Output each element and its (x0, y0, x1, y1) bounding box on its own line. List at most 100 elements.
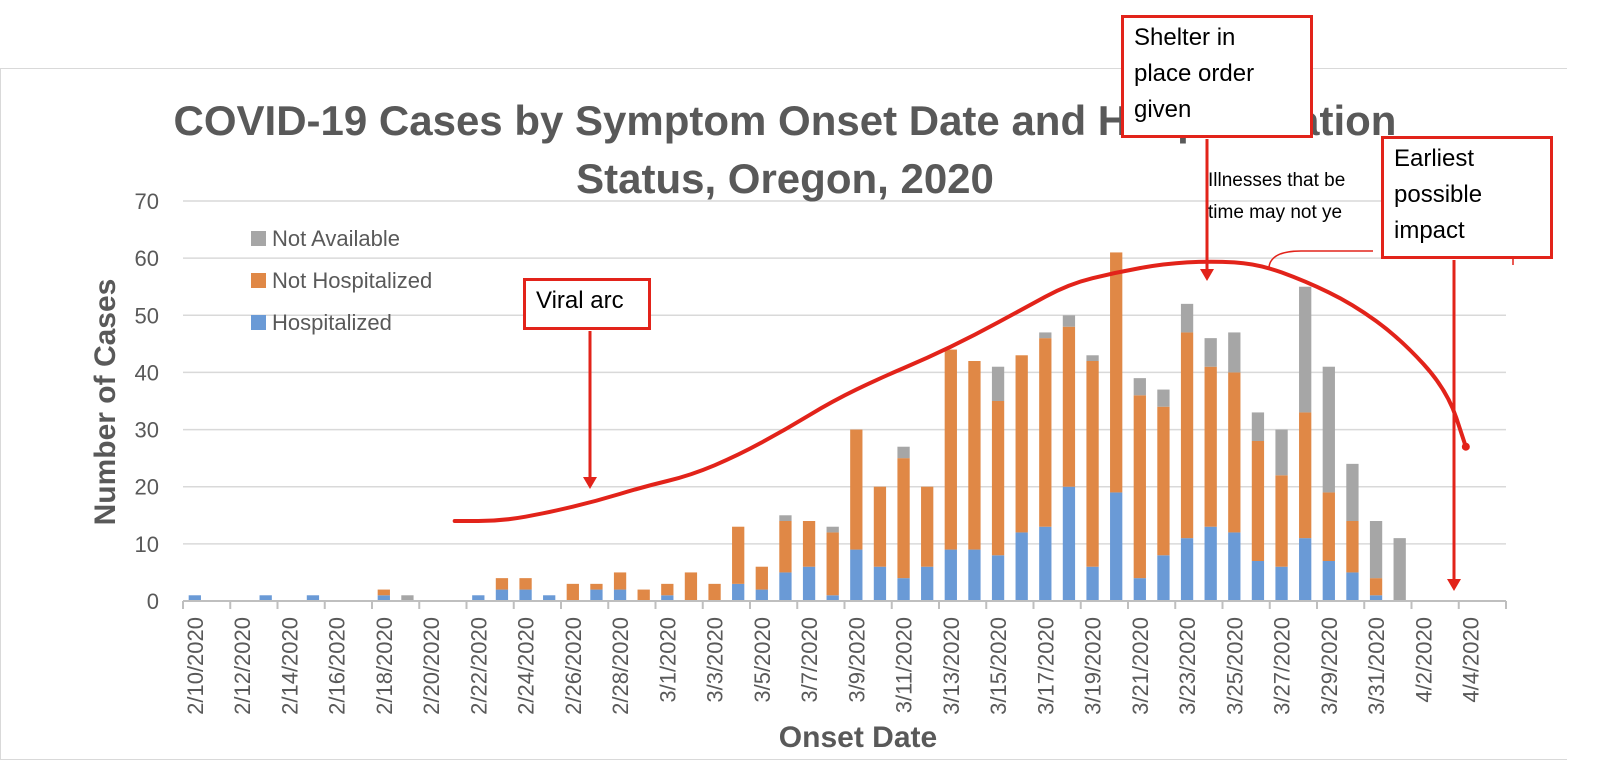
bar-hospitalized (590, 589, 603, 601)
y-axis-label: Number of Cases (89, 279, 122, 526)
bar-not-available (1369, 521, 1383, 579)
bar-hospitalized (944, 549, 957, 601)
bar-not-hospitalized (921, 486, 934, 567)
bar-not-hospitalized (1133, 395, 1146, 579)
bar-not-hospitalized (826, 532, 839, 596)
bar-not-available (1157, 389, 1170, 407)
bar-hospitalized (779, 572, 792, 601)
y-tick-label: 60 (135, 246, 159, 271)
bar-not-available (1299, 286, 1312, 413)
gridlines (183, 200, 1506, 545)
bar-not-hospitalized (1346, 521, 1359, 573)
bar-not-hospitalized (1369, 578, 1383, 596)
shelter-label-line-1: Shelter in (1134, 24, 1236, 51)
bar-not-available (991, 366, 1005, 401)
y-tick-label: 40 (135, 360, 159, 385)
bar-not-hospitalized (590, 583, 603, 590)
bar-hospitalized (1015, 532, 1028, 601)
bar-hospitalized (1180, 538, 1194, 601)
note-bracket (1268, 250, 1373, 268)
bar-not-available (897, 446, 910, 459)
x-tick-label: 3/15/2020 (986, 617, 1011, 715)
bar-hospitalized (897, 578, 910, 601)
y-tick-label: 30 (135, 418, 159, 443)
x-tick-label: 3/17/2020 (1033, 617, 1058, 715)
x-tick-label: 3/13/2020 (939, 617, 964, 715)
bar-not-hospitalized (897, 458, 910, 579)
x-tick-label: 2/16/2020 (325, 617, 350, 715)
y-tick-label: 50 (135, 303, 159, 328)
x-tick-label: 3/7/2020 (797, 617, 822, 703)
bar-hospitalized (1039, 526, 1052, 601)
bar-not-available (401, 595, 414, 601)
bar-not-available (1228, 332, 1241, 373)
bar-not-hospitalized (708, 583, 721, 601)
viral-arc-end-dot (1461, 442, 1470, 451)
x-tick-label: 2/22/2020 (466, 617, 491, 715)
x-axis-label: Onset Date (779, 721, 937, 754)
bar-hospitalized (613, 589, 627, 601)
bar-hospitalized (873, 566, 887, 601)
bar-hospitalized (755, 589, 768, 601)
bar-not-hospitalized (991, 401, 1005, 556)
axes (182, 600, 1507, 609)
y-tick-label: 10 (135, 532, 159, 557)
bar-hospitalized (1369, 595, 1383, 601)
legend-label-hospitalized: Hospitalized (272, 310, 392, 335)
x-tick-label: 3/3/2020 (703, 617, 728, 703)
bar-hospitalized (1322, 561, 1335, 601)
viral-arc-curve (452, 259, 1468, 523)
x-tick-label: 4/4/2020 (1459, 617, 1484, 703)
viral-arc-callout: Viral arc (523, 278, 651, 330)
bar-not-hospitalized (755, 566, 768, 590)
bar-not-hospitalized (1299, 412, 1312, 539)
bar-hospitalized (306, 595, 320, 601)
x-tick-label: 2/10/2020 (183, 617, 208, 715)
shelter-label-line-2: place order (1134, 60, 1255, 87)
viral-arc-arrow-head (583, 477, 597, 489)
bar-hospitalized (188, 595, 201, 601)
bar-not-hospitalized (1039, 338, 1052, 527)
bar-not-hospitalized (779, 521, 792, 573)
bar-not-hospitalized (1322, 492, 1335, 561)
bar-hospitalized (968, 549, 981, 601)
x-tick-label: 4/2/2020 (1411, 617, 1436, 703)
bar-hospitalized (826, 595, 839, 601)
legend-swatch-not-available (251, 231, 266, 246)
bar-not-hospitalized (377, 589, 390, 596)
bar-hospitalized (472, 595, 485, 601)
bar-hospitalized (850, 549, 863, 601)
bar-not-available (1062, 315, 1076, 327)
bar-not-hospitalized (873, 486, 887, 567)
bar-hospitalized (1299, 538, 1312, 601)
x-tick-label: 3/23/2020 (1175, 617, 1200, 715)
y-tick-label: 20 (135, 475, 159, 500)
chart-title-line-2: Status, Oregon, 2020 (576, 155, 994, 202)
illness-note-line-2: time may not ye (1208, 202, 1343, 223)
x-tick-label: 2/28/2020 (608, 617, 633, 715)
bar-hospitalized (1275, 566, 1288, 601)
bar-not-available (779, 515, 792, 521)
x-tick-label: 2/12/2020 (230, 617, 255, 715)
bar-hospitalized (1251, 561, 1265, 601)
bar-not-hospitalized (1062, 326, 1076, 487)
bar-not-hospitalized (1251, 441, 1265, 561)
earliest-label-line-2: possible (1394, 181, 1483, 208)
earliest-label-line-1: Earliest (1394, 145, 1475, 172)
x-tick-label: 3/25/2020 (1222, 617, 1247, 715)
shelter-callout: Shelter in place order given (1121, 15, 1313, 138)
bar-not-available (826, 526, 839, 533)
bar-hospitalized (661, 595, 674, 601)
bar-not-hospitalized (637, 589, 650, 601)
bar-hospitalized (1133, 578, 1146, 601)
bar-hospitalized (1228, 532, 1241, 601)
x-tick-label: 2/26/2020 (561, 617, 586, 715)
bar-hospitalized (543, 595, 556, 601)
bar-not-hospitalized (968, 361, 981, 550)
bar-hospitalized (1204, 526, 1217, 601)
earliest-impact-arrow-head (1447, 579, 1461, 591)
illness-note-line-1: Illnesses that be (1208, 170, 1346, 191)
bar-hospitalized (732, 583, 745, 601)
shelter-label-line-3: given (1134, 96, 1192, 123)
tick-labels: 0 10 20 30 40 50 60 70 2/10/2020 2/12/2020 2/14/20… (135, 189, 1484, 715)
